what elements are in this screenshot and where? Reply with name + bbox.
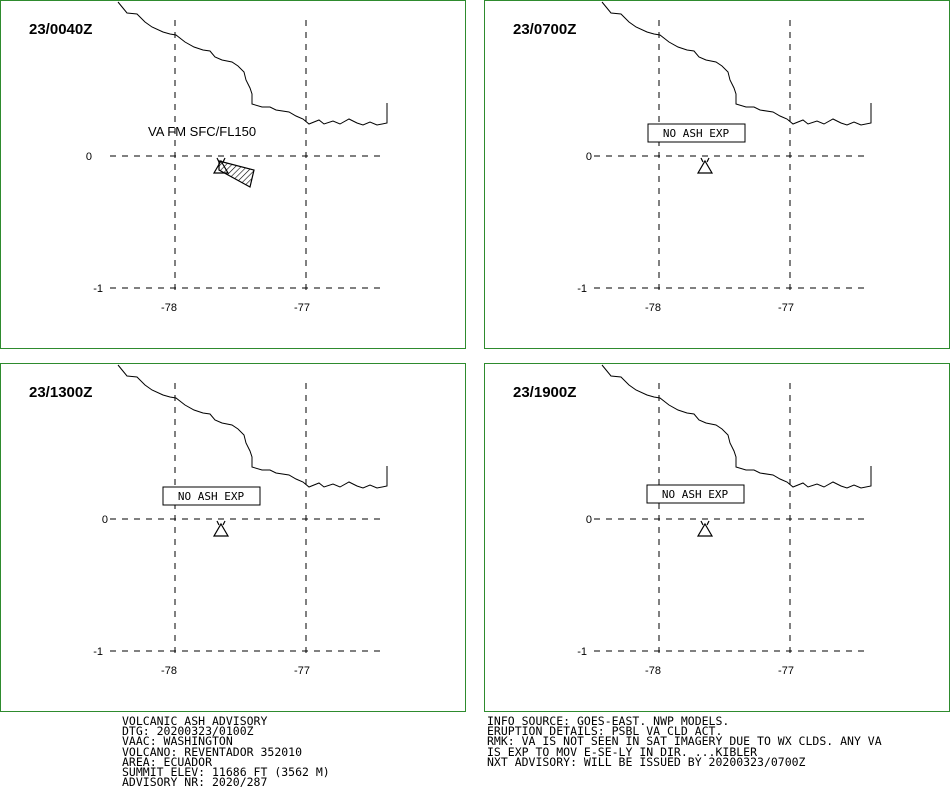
lon-tick-label: -78 xyxy=(161,302,177,314)
lon-tick-label: -77 xyxy=(294,302,310,314)
lon-tick-label: -77 xyxy=(778,302,794,314)
panel-frame xyxy=(484,363,950,712)
advisory-line: VOLCANO: REVENTADOR 352010 xyxy=(122,744,303,759)
advisory-line: IS EXP TO MOV E-SE-LY IN DIR. ...KIBLER xyxy=(487,744,758,759)
advisory-line: INFO SOURCE: GOES-EAST. NWP MODELS. xyxy=(487,714,730,728)
lon-tick-label: -78 xyxy=(645,665,661,677)
forecast-panel: NO ASH EXP 23/1900Z 0 -1 -78 -77 xyxy=(484,363,950,712)
advisory-line: VOLCANIC ASH ADVISORY xyxy=(122,714,268,728)
lat-tick-label: 0 xyxy=(86,151,92,163)
ash-label: NO ASH EXP xyxy=(178,490,245,503)
panel-title: 23/1300Z xyxy=(29,384,92,401)
lon-tick-label: -77 xyxy=(294,665,310,677)
panel-frame xyxy=(484,0,950,349)
advisory-details-left: VOLCANIC ASH ADVISORY DTG: 20200323/0100Z… xyxy=(122,714,330,790)
panel-title: 23/0040Z xyxy=(29,21,92,38)
lon-tick-label: -78 xyxy=(645,302,661,314)
advisory-line: NXT ADVISORY: WILL BE ISSUED BY 20200323… xyxy=(487,754,806,769)
advisory-line: ERUPTION DETAILS: PSBL VA CLD ACT. xyxy=(487,724,723,739)
lon-tick-label: -78 xyxy=(161,665,177,677)
panel-frame xyxy=(0,363,466,712)
lat-tick-label: 0 xyxy=(586,514,592,526)
ash-label: NO ASH EXP xyxy=(663,127,730,140)
forecast-panel: NO ASH EXP 23/1300Z 0 -1 -78 -77 xyxy=(0,363,466,712)
advisory-line: AREA: ECUADOR xyxy=(122,754,213,769)
lat-tick-label: -1 xyxy=(93,283,103,295)
advisory-line: RMK: VA IS NOT SEEN IN SAT IMAGERY DUE T… xyxy=(487,734,882,749)
lat-tick-label: 0 xyxy=(102,514,108,526)
lat-tick-label: -1 xyxy=(577,283,587,295)
panel-frame xyxy=(0,0,466,349)
forecast-panel: 23/0040Z VA FM SFC/FL150 0 -1 -78 -77 xyxy=(0,0,466,349)
ash-label: NO ASH EXP xyxy=(662,488,729,501)
panel-title: 23/1900Z xyxy=(513,384,576,401)
advisory-line: SUMMIT ELEV: 11686 FT (3562 M) xyxy=(122,765,330,780)
ash-cloud-polygon xyxy=(218,160,255,188)
advisory-line: VAAC: WASHINGTON xyxy=(122,734,233,749)
label-box xyxy=(162,486,261,506)
label-box xyxy=(646,484,745,504)
lat-tick-label: -1 xyxy=(577,646,587,658)
lat-tick-label: -1 xyxy=(93,646,103,658)
lat-tick-label: 0 xyxy=(586,151,592,163)
lon-tick-label: -77 xyxy=(778,665,794,677)
advisory-details-right: INFO SOURCE: GOES-EAST. NWP MODELS. ERUPT… xyxy=(487,714,882,769)
advisory-line: DTG: 20200323/0100Z xyxy=(122,724,254,739)
forecast-panel: NO ASH EXP 23/0700Z 0 -1 -78 -77 xyxy=(484,0,950,349)
label-box xyxy=(647,123,746,143)
panel-title: 23/0700Z xyxy=(513,21,576,38)
ash-label: VA FM SFC/FL150 xyxy=(148,124,256,139)
advisory-line: ADVISORY NR: 2020/287 xyxy=(122,775,268,790)
